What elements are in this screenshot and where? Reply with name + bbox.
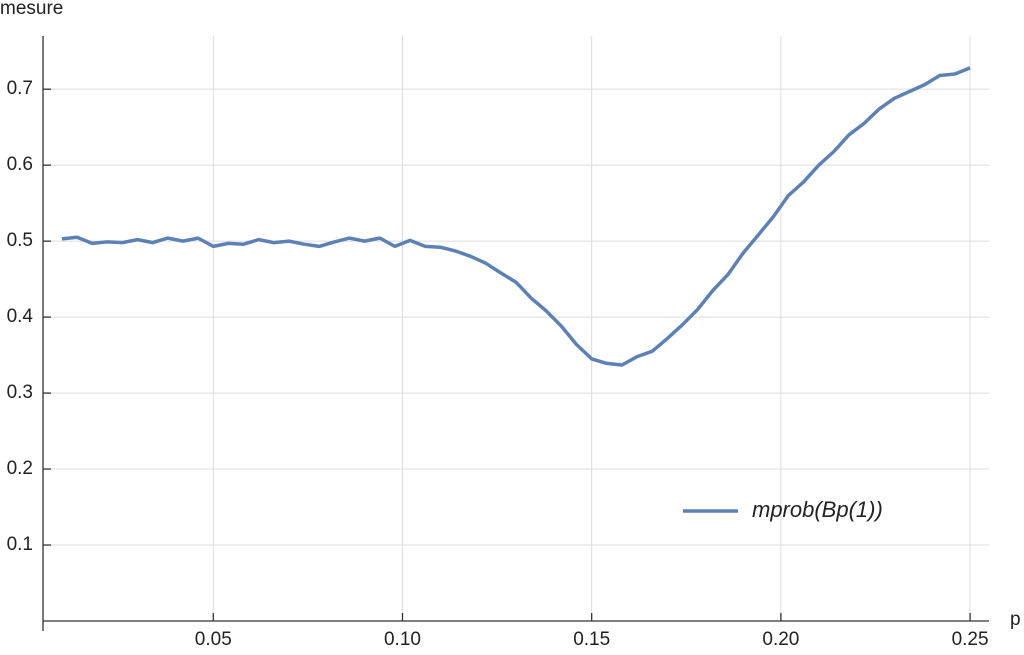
x-tick-label: 0.10 <box>384 629 421 650</box>
x-tick-label: 0.05 <box>195 629 232 650</box>
y-tick-label: 0.5 <box>7 230 33 251</box>
y-tick-label: 0.2 <box>7 458 33 479</box>
y-tick-label: 0.7 <box>7 78 33 99</box>
y-axis-label: mesure <box>0 0 63 19</box>
y-tick-label: 0.3 <box>7 382 33 403</box>
x-tick-label: 0.15 <box>573 629 610 650</box>
x-axis-label: p <box>1010 609 1021 630</box>
x-tick-label: 0.25 <box>952 629 989 650</box>
y-tick-label: 0.1 <box>7 534 33 555</box>
x-tick-label: 0.20 <box>762 629 799 650</box>
y-tick-label: 0.4 <box>7 306 34 327</box>
y-tick-label: 0.6 <box>7 154 33 175</box>
legend-label: mprob(Bp(1)) <box>752 497 883 522</box>
data-line <box>61 66 971 367</box>
